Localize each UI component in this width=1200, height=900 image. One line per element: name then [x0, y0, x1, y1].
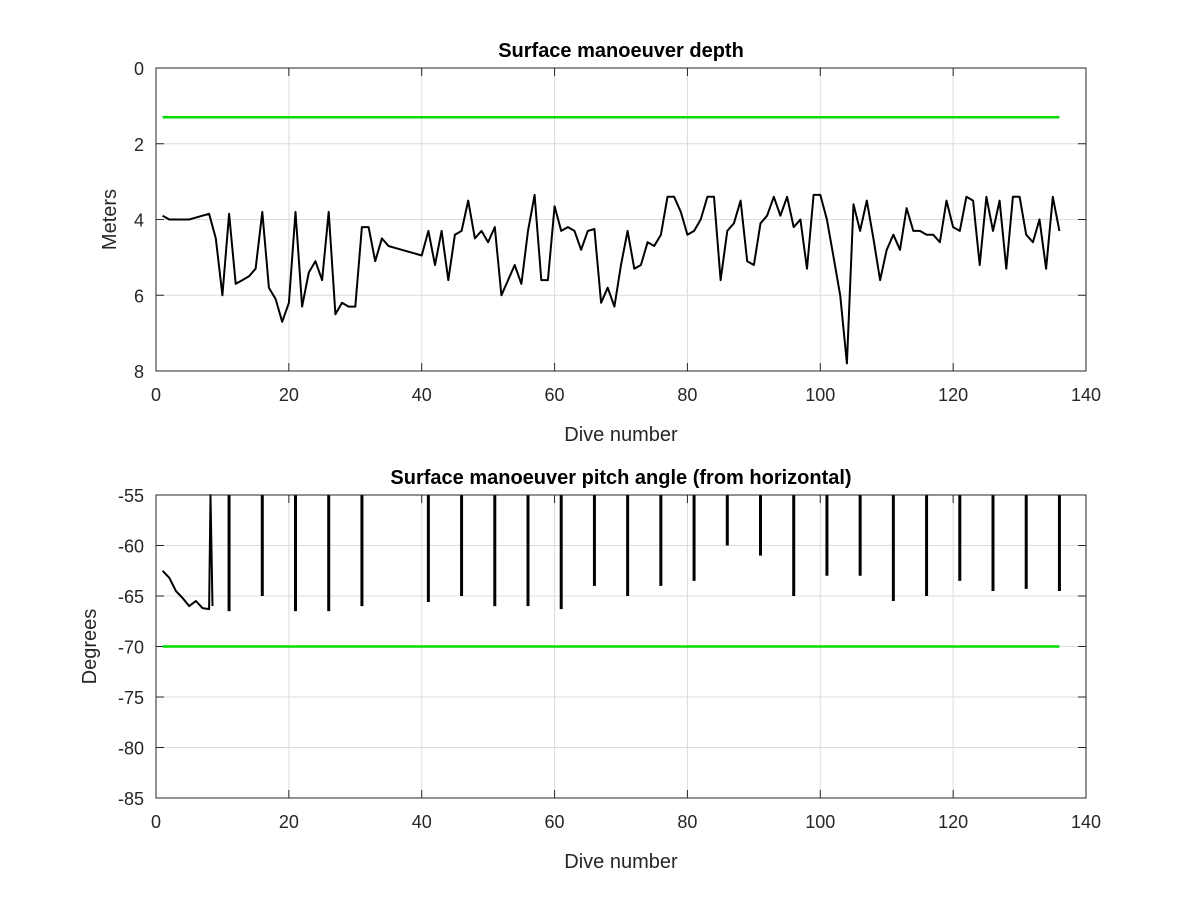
x-tick-label: 20 [279, 812, 299, 832]
y-tick-label: 8 [134, 362, 144, 382]
chart-panel-2: 0 20 40 60 80 100 120 140 -55 -60 -65 -70 -75 -80 -85 S… [79, 467, 1101, 873]
y-tick-label: -80 [118, 739, 144, 759]
x-tick-label: 40 [412, 812, 432, 832]
x-tick-label: 20 [279, 385, 299, 405]
y-tick-label: 4 [134, 211, 144, 231]
y-tick-label: -70 [118, 638, 144, 658]
y-tick-label: 6 [134, 286, 144, 306]
x-tick-label: 0 [151, 812, 161, 832]
y-tick-label: -60 [118, 537, 144, 557]
y-axis-label: Meters [99, 189, 121, 250]
x-tick-label: 100 [805, 812, 835, 832]
x-tick-label: 40 [412, 385, 432, 405]
x-tick-label: 100 [805, 385, 835, 405]
chart-title: Surface manoeuver depth [498, 40, 744, 62]
y-tick-label: -55 [118, 486, 144, 506]
x-tick-label: 60 [545, 385, 565, 405]
y-axis-label: Degrees [79, 609, 101, 685]
axes-frame [155, 494, 1087, 799]
y-tick-label: 2 [134, 135, 144, 155]
x-tick-label: 80 [677, 812, 697, 832]
x-tick-label: 0 [151, 385, 161, 405]
y-tick-label: -65 [118, 587, 144, 607]
chart-panel-1: 0 20 40 60 80 100 120 140 0 2 4 6 8 Surface manoeuver… [99, 40, 1101, 446]
series-line-2 [161, 494, 214, 611]
axes-frame [155, 67, 1087, 372]
x-tick-label: 140 [1071, 385, 1101, 405]
series-line-2 [162, 193, 1061, 365]
y-tick-label: -85 [118, 789, 144, 809]
x-tick-label: 60 [545, 812, 565, 832]
chart-title: Surface manoeuver pitch angle (from hori… [390, 467, 851, 489]
x-axis-label: Dive number [564, 851, 678, 873]
x-tick-label: 140 [1071, 812, 1101, 832]
y-tick-label: 0 [134, 59, 144, 79]
y-tick-label: -75 [118, 688, 144, 708]
x-tick-label: 120 [938, 812, 968, 832]
x-tick-label: 120 [938, 385, 968, 405]
x-tick-label: 80 [677, 385, 697, 405]
x-axis-label: Dive number [564, 424, 678, 446]
